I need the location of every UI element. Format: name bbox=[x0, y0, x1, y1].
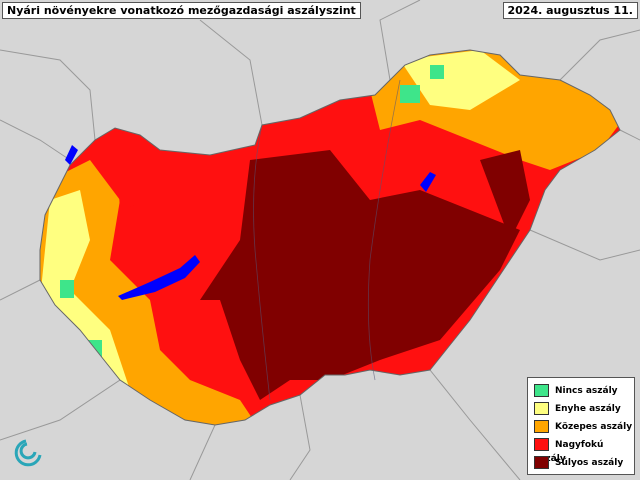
logo bbox=[14, 439, 42, 467]
legend-label: Enyhe aszály bbox=[555, 404, 621, 414]
legend: Nincs aszály Enyhe aszály Közepes aszály Na… bbox=[527, 377, 635, 475]
legend-swatch bbox=[534, 402, 549, 415]
lake-ferto bbox=[65, 145, 78, 165]
legend-label: Közepes aszály bbox=[555, 422, 633, 432]
map-date: 2024. augusztus 11. bbox=[502, 2, 638, 19]
map-title: Nyári növényekre vonatkozó mezőgazdasági… bbox=[2, 2, 361, 19]
legend-label: Nincs aszály bbox=[555, 386, 618, 396]
lake-tisza bbox=[420, 172, 436, 192]
legend-item: Súlyos aszály bbox=[534, 456, 623, 470]
lake-balaton bbox=[118, 255, 200, 300]
rivers bbox=[253, 79, 401, 401]
legend-item: Nagyfokú aszály bbox=[534, 438, 634, 464]
legend-label: Súlyos aszály bbox=[555, 458, 624, 468]
hungary-border bbox=[39, 49, 621, 426]
legend-swatch bbox=[534, 456, 549, 469]
legend-item: Nincs aszály bbox=[534, 384, 618, 398]
legend-swatch bbox=[534, 420, 549, 433]
legend-swatch bbox=[534, 438, 549, 451]
legend-label: Nagyfokú aszály bbox=[534, 440, 604, 464]
legend-swatch bbox=[534, 384, 549, 397]
legend-item: Enyhe aszály bbox=[534, 402, 621, 416]
legend-item: Közepes aszály bbox=[534, 420, 632, 434]
